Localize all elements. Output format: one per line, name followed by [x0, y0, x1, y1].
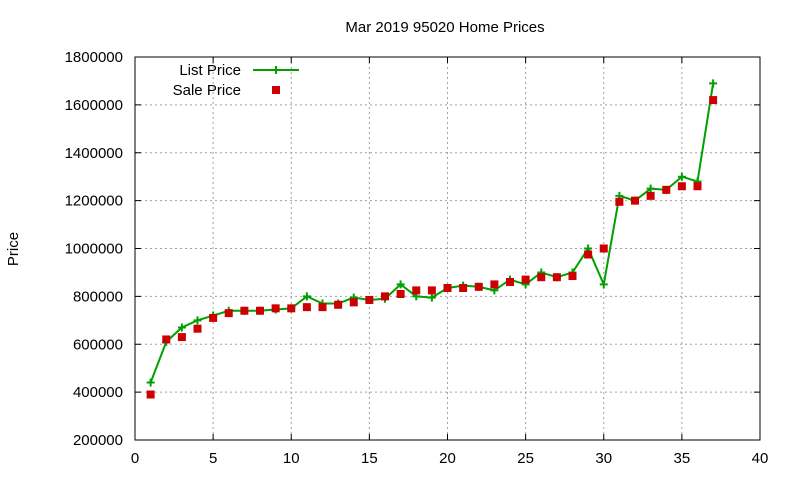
legend-marker-list-price: [272, 66, 280, 74]
sale-price-point: [162, 335, 171, 344]
y-tick-label: 200000: [73, 432, 123, 449]
sale-price-point: [521, 275, 530, 284]
sale-price-point: [631, 196, 639, 205]
x-tick-label: 25: [517, 450, 534, 467]
list-price-point: [427, 293, 436, 302]
list-price-line: [149, 83, 715, 383]
sale-price-point: [427, 286, 436, 295]
sale-price-point: [412, 286, 421, 295]
sale-price-point: [568, 272, 577, 281]
sale-price-point: [146, 390, 155, 399]
sale-price-point: [209, 313, 218, 322]
y-tick-label: 800000: [73, 288, 123, 305]
x-tick-label: 30: [595, 450, 612, 467]
list-price-point: [709, 79, 718, 88]
sale-price-point: [271, 304, 280, 313]
axis-ticks: 0 5 10 15 20 25 30 35 40 200000 400000 600000 800000…: [65, 49, 769, 467]
series-layer: [146, 79, 718, 399]
list-price-point: [646, 184, 655, 193]
sale-price-point: [677, 182, 686, 191]
sale-price-point: [193, 324, 202, 333]
x-tick-label: 15: [361, 450, 378, 467]
chart-title: Mar 2019 95020 Home Prices: [345, 19, 544, 36]
x-tick-label: 20: [439, 450, 456, 467]
sale-price-point: [709, 96, 718, 105]
sale-price-point: [646, 191, 655, 200]
y-tick-label: 1400000: [65, 145, 123, 162]
list-price-point: [677, 172, 686, 181]
sale-price-point: [256, 306, 264, 315]
sale-price-point: [474, 282, 483, 291]
sale-price-point: [381, 292, 389, 301]
legend-label-sale-price: Sale Price: [173, 82, 241, 99]
sale-price-point: [552, 273, 561, 282]
y-tick-label: 1600000: [65, 97, 123, 114]
x-tick-label: 0: [131, 450, 139, 467]
legend: List Price Sale Price: [173, 62, 299, 99]
sale-price-point: [365, 295, 374, 304]
x-tick-label: 40: [752, 450, 769, 467]
sale-price-point: [506, 278, 514, 287]
x-tick-label: 5: [209, 450, 217, 467]
sale-price-point: [302, 303, 311, 312]
list-price-point: [302, 292, 311, 301]
sale-price-point: [615, 197, 624, 206]
sale-price-point: [177, 333, 186, 342]
sale-price-point: [287, 304, 296, 313]
y-axis-label: Price: [5, 232, 22, 266]
list-price-point: [177, 323, 186, 332]
x-tick-label: 35: [674, 450, 691, 467]
list-price-point: [146, 378, 155, 387]
sale-price-point: [396, 289, 405, 298]
sale-price-point: [334, 300, 343, 309]
sale-price-point: [662, 185, 671, 194]
sale-price-point: [318, 303, 327, 312]
sale-price-point: [693, 182, 702, 191]
sale-price-point: [490, 280, 499, 289]
y-tick-label: 1000000: [65, 241, 123, 258]
y-tick-label: 600000: [73, 336, 123, 353]
sale-price-point: [459, 283, 468, 292]
sale-price-point: [443, 283, 452, 292]
sale-price-point: [349, 298, 358, 307]
sale-price-point: [584, 250, 593, 259]
y-tick-label: 1200000: [65, 193, 123, 210]
sale-price-point: [537, 273, 546, 282]
legend-marker-sale-price: [272, 86, 280, 94]
x-tick-label: 10: [283, 450, 300, 467]
list-price-point: [193, 316, 202, 325]
list-price-point: [396, 280, 405, 289]
y-tick-label: 400000: [73, 384, 123, 401]
y-tick-label: 1800000: [65, 49, 123, 66]
grid: [135, 57, 760, 440]
legend-label-list-price: List Price: [179, 62, 241, 79]
plot-border: [134, 56, 761, 441]
sale-price-point: [224, 309, 233, 318]
list-price-point: [599, 280, 608, 289]
sale-price-point: [240, 306, 249, 315]
sale-price-point: [599, 244, 608, 253]
